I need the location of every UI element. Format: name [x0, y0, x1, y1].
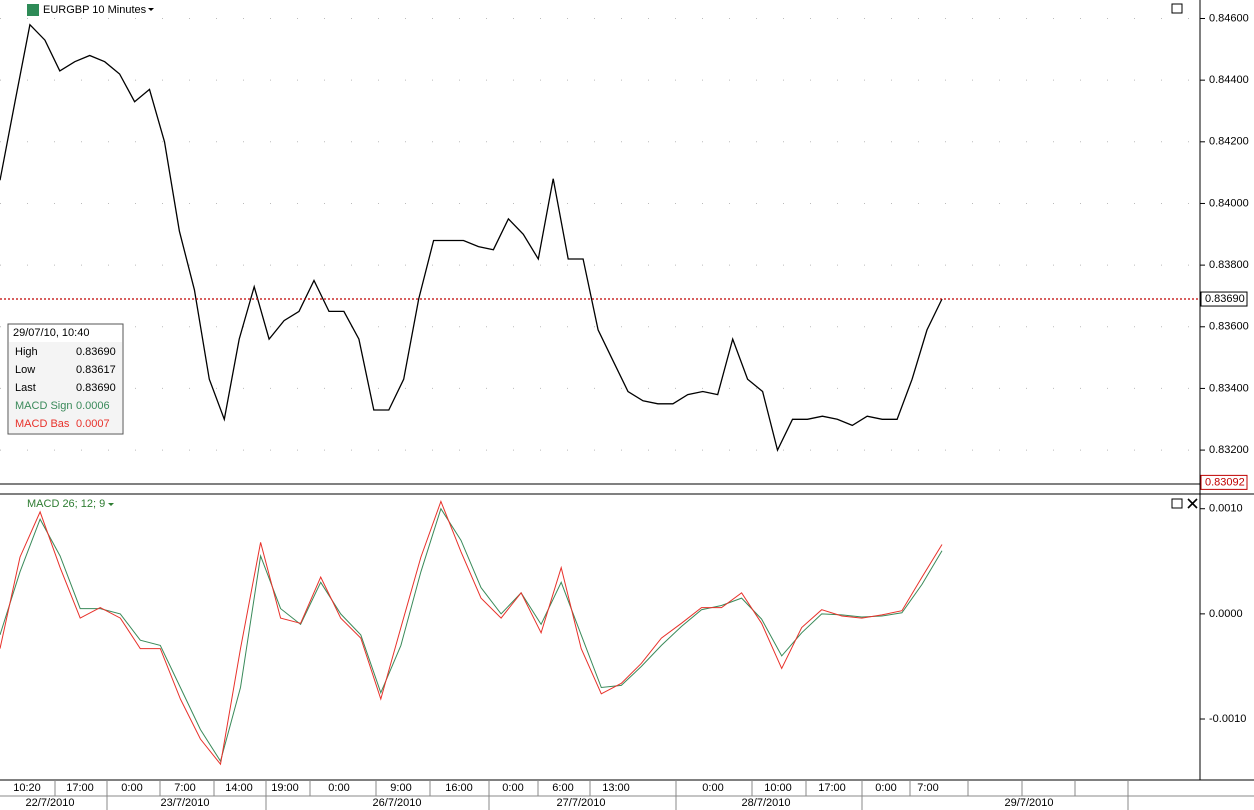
- chart-title[interactable]: EURGBP 10 Minutes: [43, 4, 147, 16]
- y-tick-label: 0.83200: [1209, 444, 1249, 456]
- dropdown-arrow[interactable]: [108, 503, 114, 506]
- time-label: 10:20: [13, 782, 41, 794]
- time-label: 10:00: [764, 782, 792, 794]
- time-label: 0:00: [502, 782, 523, 794]
- time-label: 16:00: [445, 782, 473, 794]
- info-value: 0.83617: [76, 364, 116, 376]
- time-label: 19:00: [271, 782, 299, 794]
- y-tick-label: 0.84600: [1209, 12, 1249, 24]
- y-tick-label: 0.0010: [1209, 503, 1243, 515]
- info-label: MACD Bas: [15, 418, 70, 430]
- date-label: 23/7/2010: [161, 797, 210, 809]
- info-box-body: [9, 342, 122, 433]
- last-price-label: 0.83690: [1205, 293, 1245, 305]
- info-value: 0.0006: [76, 400, 110, 412]
- y-tick-label: 0.83800: [1209, 259, 1249, 271]
- maximize-button[interactable]: [1171, 3, 1183, 14]
- time-label: 14:00: [225, 782, 253, 794]
- info-value: 0.83690: [76, 346, 116, 358]
- time-label: 7:00: [174, 782, 195, 794]
- date-label: 29/7/2010: [1005, 797, 1054, 809]
- date-label: 22/7/2010: [26, 797, 75, 809]
- dropdown-arrow[interactable]: [148, 8, 154, 11]
- info-label: MACD Sign: [15, 400, 72, 412]
- maximize-button[interactable]: [1171, 498, 1183, 509]
- time-label: 0:00: [875, 782, 896, 794]
- time-label: 0:00: [328, 782, 349, 794]
- y-tick-label: 0.84000: [1209, 197, 1249, 209]
- y-tick-label: 0.84400: [1209, 74, 1249, 86]
- time-label: 13:00: [602, 782, 630, 794]
- y-tick-label: -0.0010: [1209, 713, 1246, 725]
- data-line: [0, 499, 943, 766]
- data-line: [0, 507, 943, 763]
- low-marker-badge: [1200, 474, 1248, 490]
- date-label: 27/7/2010: [557, 797, 606, 809]
- indicator-title[interactable]: MACD 26; 12; 9: [27, 498, 105, 510]
- info-label: Last: [15, 382, 36, 394]
- symbol-icon[interactable]: [27, 4, 39, 16]
- info-value: 0.83690: [76, 382, 116, 394]
- date-label: 28/7/2010: [742, 797, 791, 809]
- time-label: 17:00: [818, 782, 846, 794]
- info-label: High: [15, 346, 38, 358]
- y-tick-label: 0.83400: [1209, 382, 1249, 394]
- low-marker-label: 0.83092: [1205, 476, 1245, 488]
- info-value: 0.0007: [76, 418, 110, 430]
- y-tick-label: 0.0000: [1209, 608, 1243, 620]
- y-tick-label: 0.83600: [1209, 321, 1249, 333]
- info-label: Low: [15, 364, 35, 376]
- time-label: 17:00: [66, 782, 94, 794]
- last-price-badge: [1200, 291, 1248, 307]
- info-box: 29/07/10, 10:40 High 0.83690 Low 0.83617 Las…: [7, 323, 124, 435]
- time-label: 0:00: [121, 782, 142, 794]
- time-label: 9:00: [390, 782, 411, 794]
- time-label: 0:00: [702, 782, 723, 794]
- time-label: 7:00: [917, 782, 938, 794]
- time-label: 6:00: [552, 782, 573, 794]
- date-label: 26/7/2010: [373, 797, 422, 809]
- info-datetime: 29/07/10, 10:40: [13, 327, 89, 339]
- y-tick-label: 0.84200: [1209, 136, 1249, 148]
- close-button[interactable]: [1187, 498, 1198, 509]
- data-line: [0, 23, 943, 452]
